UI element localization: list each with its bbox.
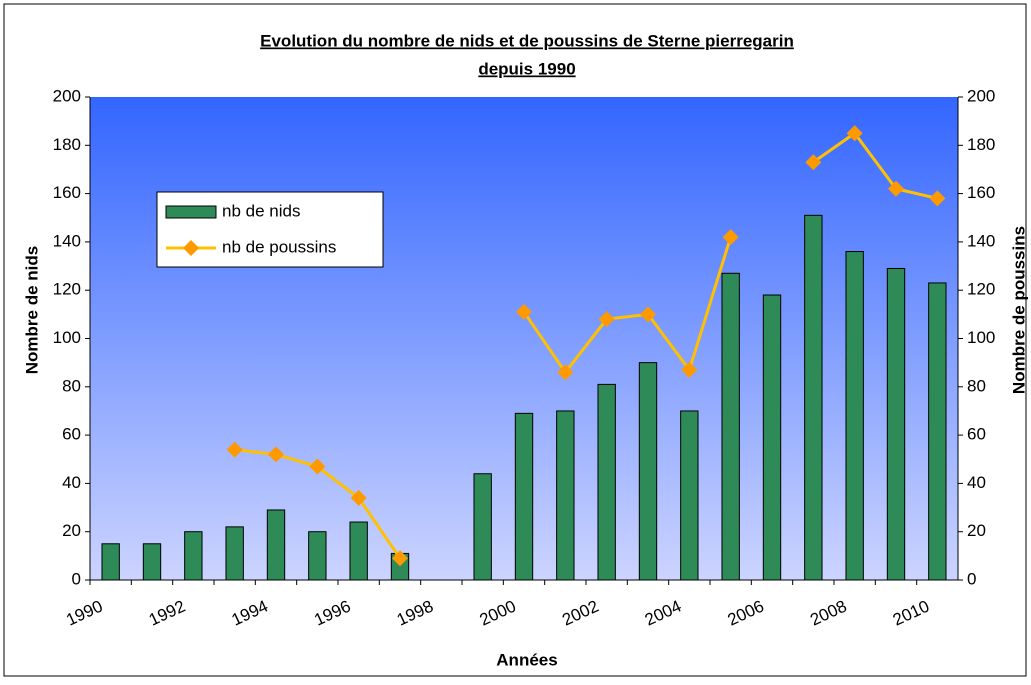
y-tick-label: 20 xyxy=(62,521,81,540)
bar xyxy=(225,526,244,581)
y2-tick-label: 180 xyxy=(967,135,995,154)
marker xyxy=(226,441,243,458)
marker xyxy=(846,125,863,142)
bar xyxy=(101,543,120,581)
bar xyxy=(266,509,286,581)
chart-title: Evolution du nombre de nids et de poussi… xyxy=(260,31,794,50)
legend-swatch xyxy=(165,205,217,219)
y2-tick-label: 80 xyxy=(967,376,986,395)
legend-marker xyxy=(183,240,199,256)
marker xyxy=(516,303,532,320)
legend-label: nb de poussins xyxy=(222,237,336,256)
marker xyxy=(268,446,284,463)
y2-tick-label: 200 xyxy=(967,86,995,105)
y-tick-label: 60 xyxy=(62,425,81,444)
bar xyxy=(184,531,203,581)
bar xyxy=(762,294,782,581)
marker xyxy=(722,229,739,246)
y-tick-label: 100 xyxy=(53,328,81,347)
y2-tick-label: 140 xyxy=(967,231,995,250)
marker xyxy=(350,489,367,506)
bar xyxy=(142,543,162,581)
y-tick-label: 140 xyxy=(53,231,81,250)
y-axis-label: Nombre de nids xyxy=(22,246,41,374)
y2-tick-label: 40 xyxy=(967,473,986,492)
bar xyxy=(308,531,327,581)
bar xyxy=(473,473,492,581)
y2-tick-label: 60 xyxy=(967,425,986,444)
bar xyxy=(928,282,947,581)
x-axis-label: Années xyxy=(496,650,557,669)
chart-title: depuis 1990 xyxy=(478,59,575,78)
bar xyxy=(886,267,906,581)
bar xyxy=(514,412,534,581)
bar xyxy=(680,410,699,581)
bar xyxy=(804,214,823,581)
legend-label: nb de nids xyxy=(222,201,300,220)
bar xyxy=(556,410,575,581)
y-tick-label: 200 xyxy=(53,86,81,105)
y2-tick-label: 120 xyxy=(967,280,995,299)
marker xyxy=(392,550,408,567)
y-tick-label: 40 xyxy=(62,473,81,492)
bar xyxy=(721,272,740,581)
bar xyxy=(845,251,864,581)
marker xyxy=(681,361,698,378)
y2-tick-label: 20 xyxy=(967,521,986,540)
y2-tick-label: 0 xyxy=(967,569,976,588)
y2-axis-label: Nombre de poussins xyxy=(1009,226,1028,394)
y2-tick-label: 100 xyxy=(967,328,995,347)
marker xyxy=(640,306,656,323)
y-tick-label: 180 xyxy=(53,135,81,154)
marker xyxy=(309,458,326,475)
marker xyxy=(888,180,904,197)
marker xyxy=(598,311,615,328)
bar xyxy=(349,521,368,581)
bar xyxy=(597,383,616,581)
y-tick-label: 0 xyxy=(72,569,81,588)
marker xyxy=(805,154,822,171)
legend xyxy=(156,191,384,268)
y-tick-label: 160 xyxy=(53,183,81,202)
bar xyxy=(638,362,658,581)
y-tick-label: 120 xyxy=(53,280,81,299)
y2-tick-label: 160 xyxy=(967,183,995,202)
marker xyxy=(557,364,574,381)
marker xyxy=(929,190,946,207)
y-tick-label: 80 xyxy=(62,376,81,395)
